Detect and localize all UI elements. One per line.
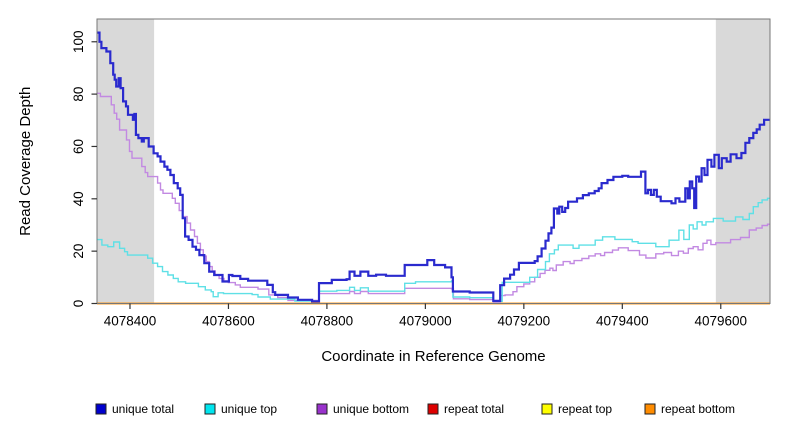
highlight-band [97, 19, 155, 304]
x-tick-label: 4079200 [498, 314, 551, 329]
y-tick-label: 100 [71, 31, 86, 54]
series-line-unique-bottom [97, 92, 770, 303]
legend-item-repeat-bottom: repeat bottom [644, 402, 735, 416]
legend-swatch [95, 403, 107, 415]
x-tick-label: 4079600 [694, 314, 747, 329]
legend-item-unique-top: unique top [204, 402, 277, 416]
x-tick-label: 4078400 [104, 314, 157, 329]
plot-border [96, 18, 771, 304]
legend-item-repeat-top: repeat top [541, 402, 612, 416]
legend-label: repeat top [558, 402, 612, 416]
legend-item-repeat-total: repeat total [427, 402, 504, 416]
y-tick-label: 40 [71, 191, 86, 206]
legend-label: unique top [221, 402, 277, 416]
x-tick-label: 4079000 [399, 314, 452, 329]
legend-label: unique total [112, 402, 174, 416]
highlight-band [715, 19, 770, 304]
legend: unique total unique top unique bottom repea… [95, 402, 735, 416]
legend-item-unique-bottom: unique bottom [316, 402, 409, 416]
legend-swatch [316, 403, 328, 415]
y-axis-title: Read Coverage Depth [17, 87, 34, 236]
y-tick-label: 0 [71, 300, 86, 308]
legend-label: repeat total [444, 402, 504, 416]
legend-label: unique bottom [333, 402, 409, 416]
legend-swatch [204, 403, 216, 415]
series-line-unique-total [97, 31, 770, 303]
y-tick-label: 60 [71, 139, 86, 154]
x-axis-title: Coordinate in Reference Genome [321, 348, 545, 365]
x-tick-label: 4078800 [301, 314, 354, 329]
x-tick-label: 4078600 [202, 314, 255, 329]
legend-swatch [541, 403, 553, 415]
legend-item-unique-total: unique total [95, 402, 174, 416]
y-tick-label: 20 [71, 244, 86, 259]
legend-swatch [427, 403, 439, 415]
series-lines-layer [97, 31, 770, 305]
x-tick-label: 4079400 [596, 314, 649, 329]
legend-label: repeat bottom [661, 402, 735, 416]
y-tick-label: 80 [71, 87, 86, 102]
series-line-unique-top [97, 197, 770, 303]
axes-layer: 4078400 4078600 4078800 4079000 4079200 40794… [71, 31, 747, 329]
legend-swatch [644, 403, 656, 415]
highlight-bands-layer [97, 19, 770, 304]
